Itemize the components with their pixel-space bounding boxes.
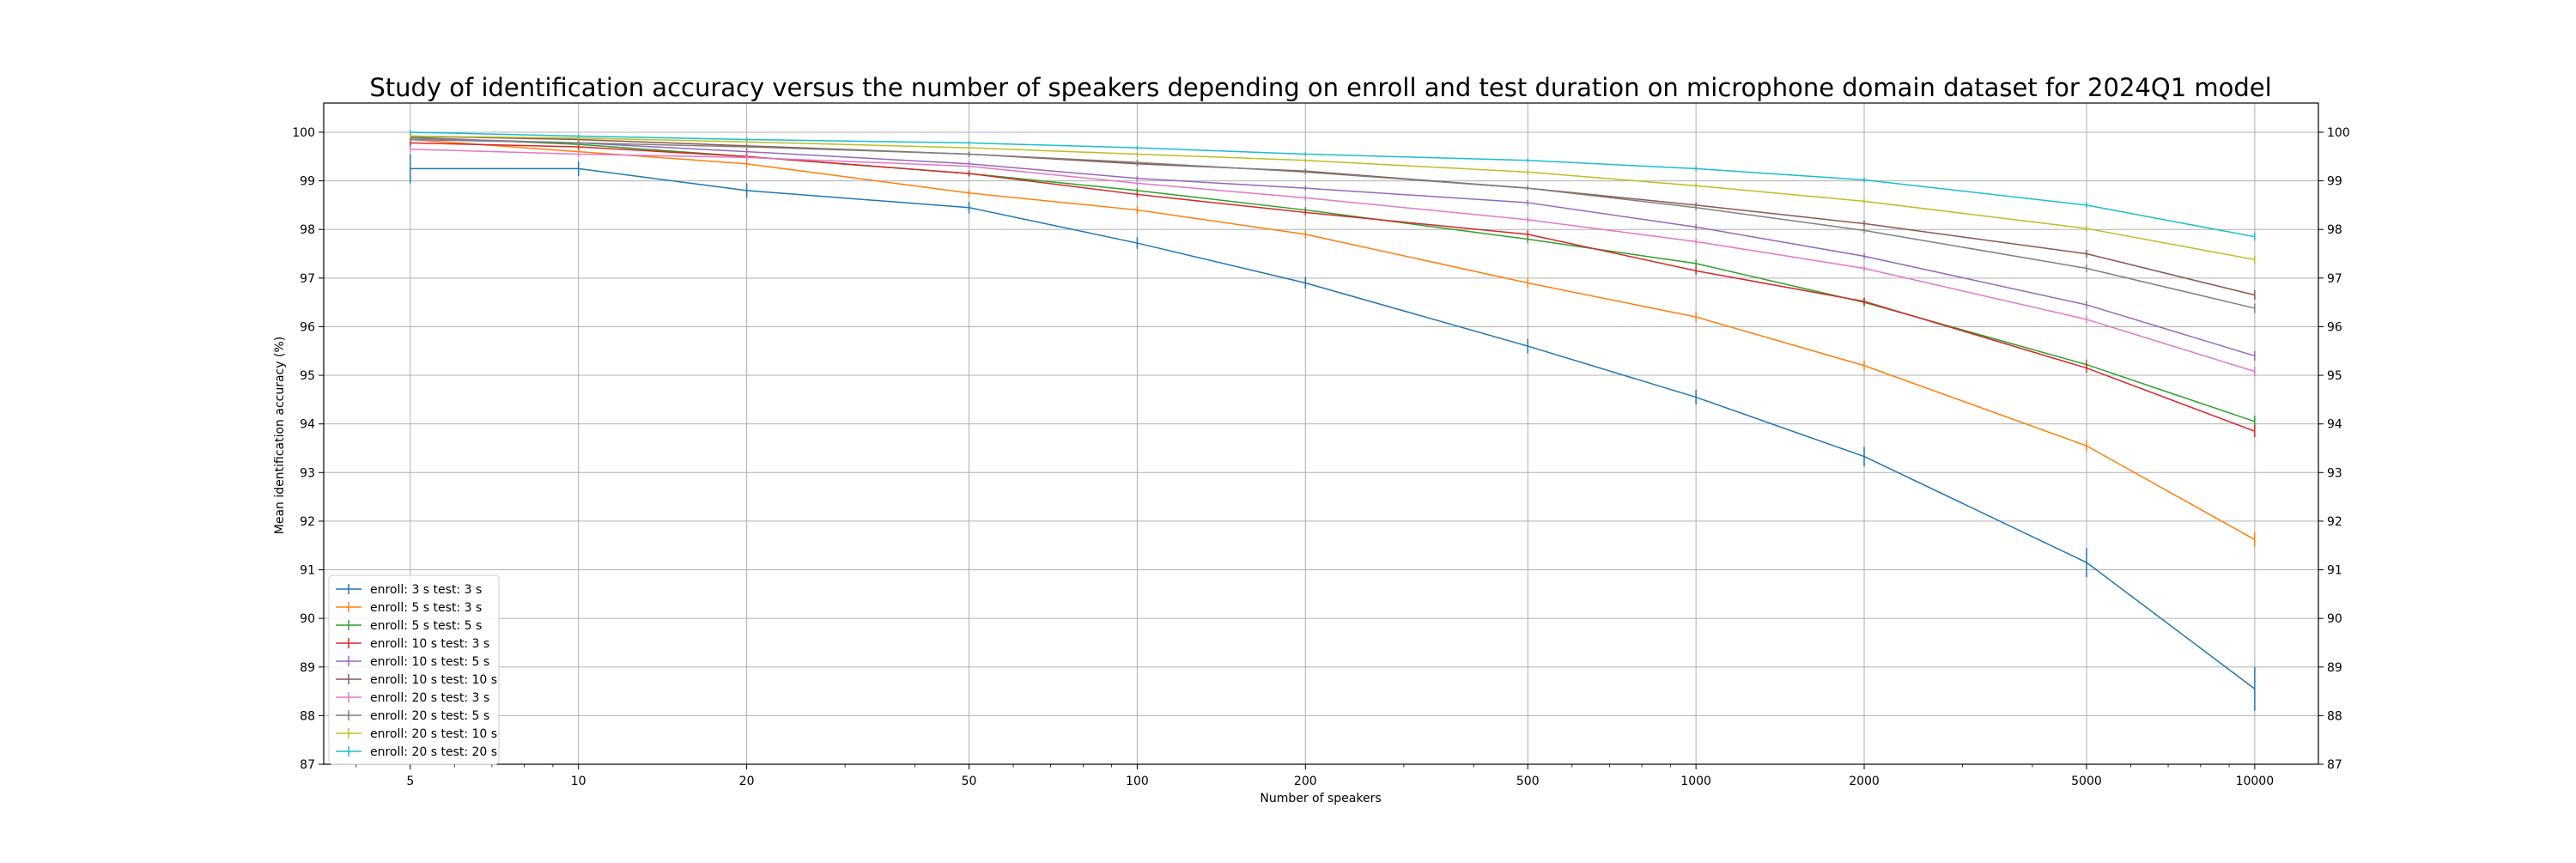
grid-lines	[324, 103, 2318, 765]
y-tick-label-left: 99	[300, 175, 315, 189]
series-group	[410, 133, 2256, 301]
legend-label: enroll: 5 s test: 5 s	[370, 619, 482, 633]
x-tick-label: 1000	[1680, 775, 1711, 788]
y-tick-label-right: 89	[2327, 661, 2342, 675]
y-tick-label-left: 93	[300, 466, 315, 480]
legend-box	[328, 574, 500, 765]
series-line	[410, 167, 2256, 690]
y-tick-label-left: 95	[300, 369, 315, 383]
legend-label: enroll: 10 s test: 5 s	[370, 655, 489, 669]
y-tick-label-left: 89	[300, 661, 315, 675]
x-axis-label: Number of speakers	[1260, 792, 1381, 805]
y-tick-label-right: 98	[2327, 223, 2342, 237]
legend-entry: enroll: 20 s test: 10 s	[336, 727, 497, 741]
x-tick-label: 10000	[2236, 775, 2275, 788]
legend: enroll: 3 s test: 3 s enroll: 5 s test: 3…	[328, 574, 500, 765]
legend-entry: enroll: 20 s test: 3 s	[336, 691, 489, 705]
axis-ticks: 5 10 20 50 100 200 500 1000 2000 5000 10000 87 87 88 8…	[292, 126, 2349, 788]
y-axis-label: Mean identification accuracy (%)	[273, 337, 287, 534]
legend-label: enroll: 20 s test: 5 s	[370, 709, 489, 723]
legend-label: enroll: 3 s test: 3 s	[370, 583, 482, 597]
y-tick-label-right: 99	[2327, 175, 2342, 189]
y-tick-label-left: 97	[300, 272, 315, 286]
series-line	[410, 137, 2256, 357]
legend-label: enroll: 20 s test: 3 s	[370, 691, 489, 705]
y-tick-label-left: 96	[300, 320, 315, 334]
legend-entry: enroll: 20 s test: 5 s	[336, 709, 489, 723]
series-group	[410, 137, 2256, 313]
legend-entry: enroll: 10 s test: 5 s	[336, 655, 489, 669]
legend-entry: enroll: 5 s test: 3 s	[336, 601, 482, 615]
y-tick-label-right: 95	[2327, 369, 2342, 383]
legend-entry: enroll: 10 s test: 3 s	[336, 637, 489, 651]
legend-label: enroll: 5 s test: 3 s	[370, 601, 482, 615]
series-line	[410, 138, 2256, 309]
y-tick-label-left: 88	[300, 709, 315, 723]
y-tick-label-right: 93	[2327, 466, 2342, 480]
legend-label: enroll: 10 s test: 10 s	[370, 673, 497, 687]
y-tick-label-left: 94	[300, 418, 315, 432]
y-tick-label-right: 90	[2327, 612, 2342, 626]
legend-entry: enroll: 3 s test: 3 s	[336, 583, 482, 597]
series-lines	[410, 130, 2256, 711]
series-line	[410, 131, 2255, 238]
series-group	[410, 138, 2256, 437]
series-group	[410, 130, 2256, 241]
plot-frame	[323, 102, 2319, 765]
y-tick-label-right: 92	[2327, 515, 2342, 529]
y-tick-label-right: 91	[2327, 564, 2342, 578]
x-tick-label: 5	[406, 775, 414, 788]
x-tick-label: 500	[1516, 775, 1540, 788]
y-tick-label-left: 98	[300, 223, 315, 237]
y-tick-label-right: 100	[2327, 126, 2350, 140]
legend-label: enroll: 20 s test: 20 s	[370, 745, 497, 759]
y-tick-label-right: 88	[2327, 709, 2342, 723]
series-line	[410, 136, 2256, 422]
series-line	[410, 142, 2256, 432]
legend-entry: enroll: 20 s test: 20 s	[336, 745, 497, 759]
x-tick-label: 5000	[2071, 775, 2102, 788]
legend-entry: enroll: 10 s test: 10 s	[336, 673, 497, 687]
axes-frame	[323, 102, 2319, 765]
y-tick-label-right: 87	[2327, 758, 2342, 772]
y-tick-label-left: 100	[292, 126, 315, 140]
x-tick-label: 50	[962, 775, 977, 788]
y-tick-label-left: 92	[300, 515, 315, 529]
series-group	[410, 133, 2256, 428]
series-line	[410, 138, 2256, 541]
series-group	[410, 154, 2256, 711]
y-tick-label-left: 91	[300, 564, 315, 578]
y-tick-label-left: 87	[300, 758, 315, 772]
x-tick-label: 2000	[1849, 775, 1880, 788]
x-tick-label: 200	[1294, 775, 1317, 788]
y-tick-label-left: 90	[300, 612, 315, 626]
legend-label: enroll: 10 s test: 3 s	[370, 637, 489, 651]
legend-entry: enroll: 5 s test: 5 s	[336, 619, 482, 633]
y-tick-label-right: 97	[2327, 272, 2342, 286]
series-group	[410, 146, 2256, 377]
legend-label: enroll: 20 s test: 10 s	[370, 727, 497, 741]
y-tick-label-right: 94	[2327, 418, 2342, 432]
y-tick-label-right: 96	[2327, 320, 2342, 334]
x-tick-label: 20	[739, 775, 755, 788]
x-tick-label: 100	[1126, 775, 1149, 788]
x-tick-label: 10	[571, 775, 586, 788]
series-group	[410, 134, 2256, 547]
chart-title: Study of identification accuracy versus …	[369, 73, 2271, 102]
